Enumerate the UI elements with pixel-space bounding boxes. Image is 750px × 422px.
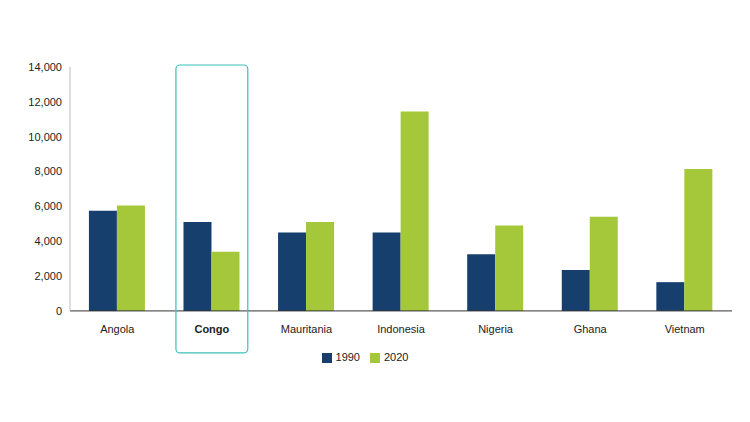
svg-text:10,000: 10,000	[28, 131, 62, 143]
svg-text:14,000: 14,000	[28, 61, 62, 73]
svg-text:0: 0	[56, 305, 62, 317]
html-text:1990: 1990	[335, 350, 360, 363]
svg-text:Mauritania: Mauritania	[281, 323, 333, 335]
svg-text:Congo: Congo	[194, 323, 229, 335]
svg-text:4,000: 4,000	[34, 235, 62, 247]
html-text:2020: 2020	[384, 350, 409, 363]
svg-text:8,000: 8,000	[34, 165, 62, 177]
svg-text:Angola: Angola	[100, 323, 135, 335]
svg-text:2,000: 2,000	[34, 270, 62, 282]
svg-text:12,000: 12,000	[28, 96, 62, 108]
svg-text:Vietnam: Vietnam	[665, 323, 705, 335]
svg-text:6,000: 6,000	[34, 200, 62, 212]
svg-text:Indonesia: Indonesia	[377, 323, 426, 335]
svg-text:Ghana: Ghana	[574, 323, 608, 335]
svg-text:Nigeria: Nigeria	[478, 323, 514, 335]
